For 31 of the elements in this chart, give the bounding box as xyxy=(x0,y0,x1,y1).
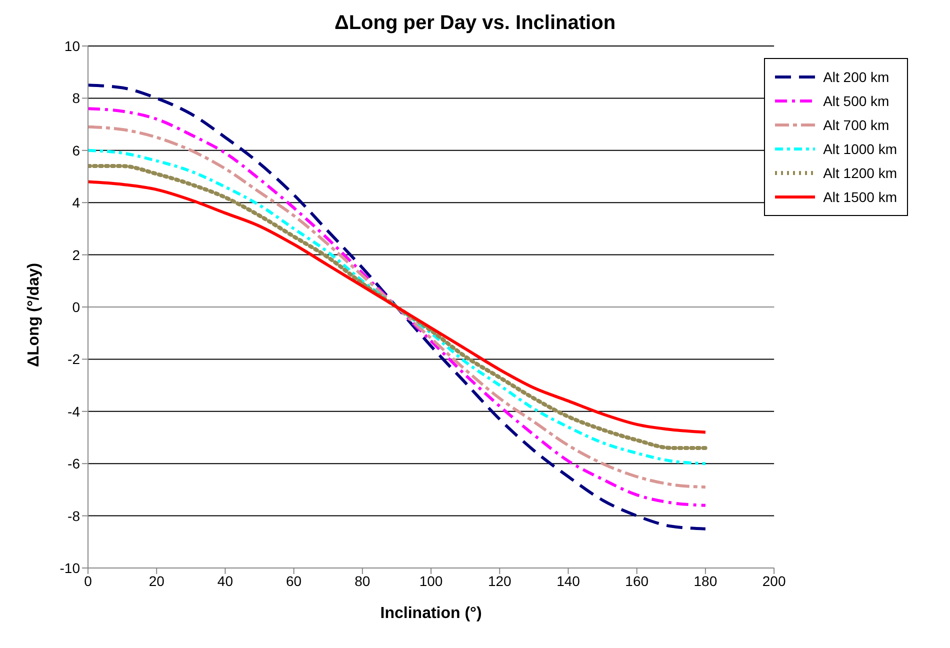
y-tick-label: 2 xyxy=(72,246,80,263)
y-axis-title: ΔLong (°/day) xyxy=(26,262,43,367)
legend-label: Alt 500 km xyxy=(823,92,890,111)
x-tick-label: 100 xyxy=(419,572,443,589)
x-axis-title: Inclination (°) xyxy=(380,605,482,622)
legend-label: Alt 700 km xyxy=(823,116,890,135)
y-tick-label: -8 xyxy=(68,508,80,524)
legend-label: Alt 1200 km xyxy=(823,164,897,183)
legend-label: Alt 200 km xyxy=(823,68,890,87)
y-tick-label: 0 xyxy=(72,298,80,315)
legend-label: Alt 1500 km xyxy=(823,188,897,207)
x-tick-label: 80 xyxy=(354,572,370,589)
y-tick-label: 8 xyxy=(72,90,80,106)
chart-title: ΔLong per Day vs. Inclination xyxy=(333,11,617,36)
x-tick-label: 180 xyxy=(694,572,718,589)
y-tick-label: -6 xyxy=(68,456,80,472)
x-tick-label: 140 xyxy=(556,572,580,589)
x-tick-label: 60 xyxy=(286,572,302,589)
y-tick-label: -2 xyxy=(68,351,80,368)
x-tick-label: 40 xyxy=(217,572,234,589)
x-tick-label: 160 xyxy=(625,572,649,589)
y-tick-label: 4 xyxy=(72,194,80,211)
x-tick-label: 0 xyxy=(84,572,92,589)
legend-label: Alt 1000 km xyxy=(823,140,897,159)
x-tick-label: 200 xyxy=(762,572,786,589)
x-tick-label: 20 xyxy=(148,572,165,589)
y-tick-label: 10 xyxy=(64,38,80,54)
y-tick-label: 6 xyxy=(72,142,80,158)
y-tick-label: -10 xyxy=(60,560,80,576)
x-tick-label: 120 xyxy=(488,572,512,589)
y-tick-label: -4 xyxy=(68,403,80,420)
